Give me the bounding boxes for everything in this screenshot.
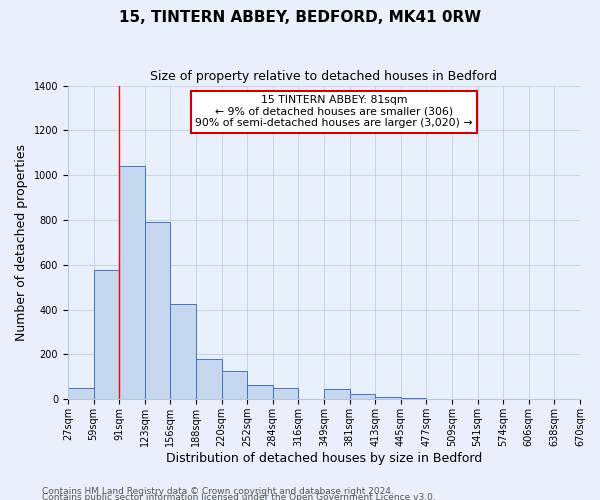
Text: Contains HM Land Registry data © Crown copyright and database right 2024.: Contains HM Land Registry data © Crown c…	[42, 486, 394, 496]
Bar	[119, 166, 145, 400]
Bar	[273, 388, 298, 400]
X-axis label: Distribution of detached houses by size in Bedford: Distribution of detached houses by size …	[166, 452, 482, 465]
Bar	[350, 394, 375, 400]
Bar	[401, 398, 427, 400]
Title: Size of property relative to detached houses in Bedford: Size of property relative to detached ho…	[151, 70, 497, 83]
Bar	[247, 384, 273, 400]
Text: 15, TINTERN ABBEY, BEDFORD, MK41 0RW: 15, TINTERN ABBEY, BEDFORD, MK41 0RW	[119, 10, 481, 25]
Bar	[221, 372, 247, 400]
Text: 15 TINTERN ABBEY: 81sqm
← 9% of detached houses are smaller (306)
90% of semi-de: 15 TINTERN ABBEY: 81sqm ← 9% of detached…	[196, 95, 473, 128]
Bar	[94, 270, 119, 400]
Bar	[170, 304, 196, 400]
Bar	[68, 388, 94, 400]
Text: Contains public sector information licensed under the Open Government Licence v3: Contains public sector information licen…	[42, 492, 436, 500]
Bar	[196, 360, 221, 400]
Bar	[375, 397, 401, 400]
Bar	[145, 222, 170, 400]
Bar	[324, 389, 350, 400]
Y-axis label: Number of detached properties: Number of detached properties	[15, 144, 28, 341]
